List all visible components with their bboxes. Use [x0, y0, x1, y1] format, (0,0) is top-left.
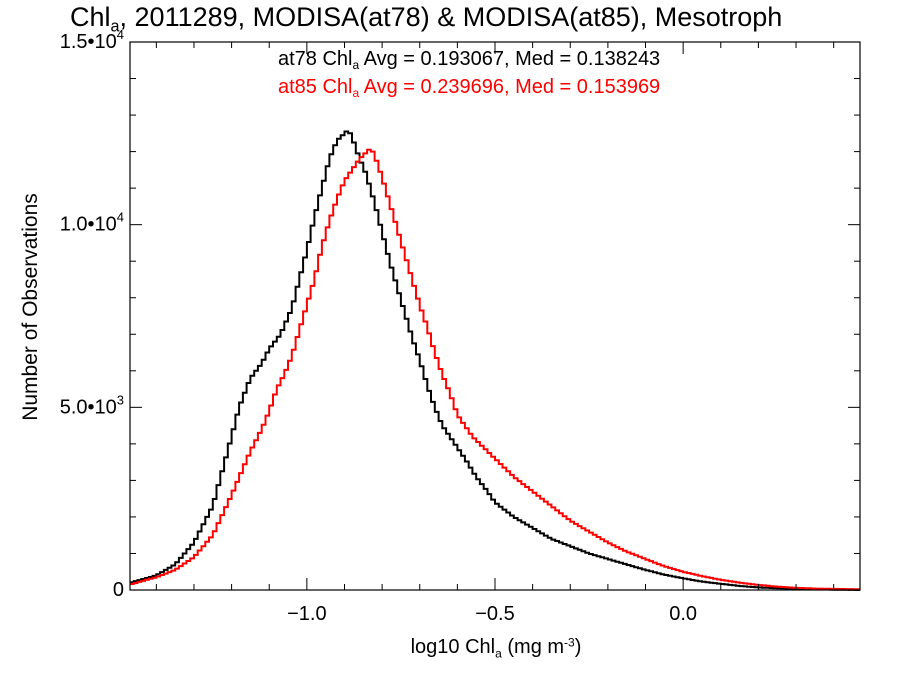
series-at85-histogram [130, 148, 860, 591]
annotation-at78-stats: at78 Chla Avg = 0.193067, Med = 0.138243 [278, 48, 661, 73]
y-tick-label: 5.0•103 [60, 392, 124, 418]
y-tick-label: 1.0•104 [60, 210, 124, 236]
series-at78-histogram [130, 130, 860, 591]
y-tick-label: 1.5•104 [60, 27, 124, 53]
plot-frame [129, 41, 861, 591]
x-tick-label: −0.5 [475, 603, 514, 625]
y-tick-label: 0 [113, 579, 124, 601]
x-tick-label: −1.0 [287, 603, 326, 625]
y-axis-label: Number of Observations [19, 193, 42, 421]
x-tick-label: 0.0 [669, 603, 697, 625]
annotation-at85-stats: at85 Chla Avg = 0.239696, Med = 0.153969 [278, 76, 661, 101]
series-layer [130, 130, 860, 591]
x-axis-label: log10 Chla (mg m-3) [410, 635, 582, 661]
chart-title: Chla, 2011289, MODISA(at78) & MODISA(at8… [70, 2, 783, 36]
ticks-layer: 0 5.0•103 1.0•104 1.5•104 −1.0 −0.5 0.0 [60, 27, 860, 625]
